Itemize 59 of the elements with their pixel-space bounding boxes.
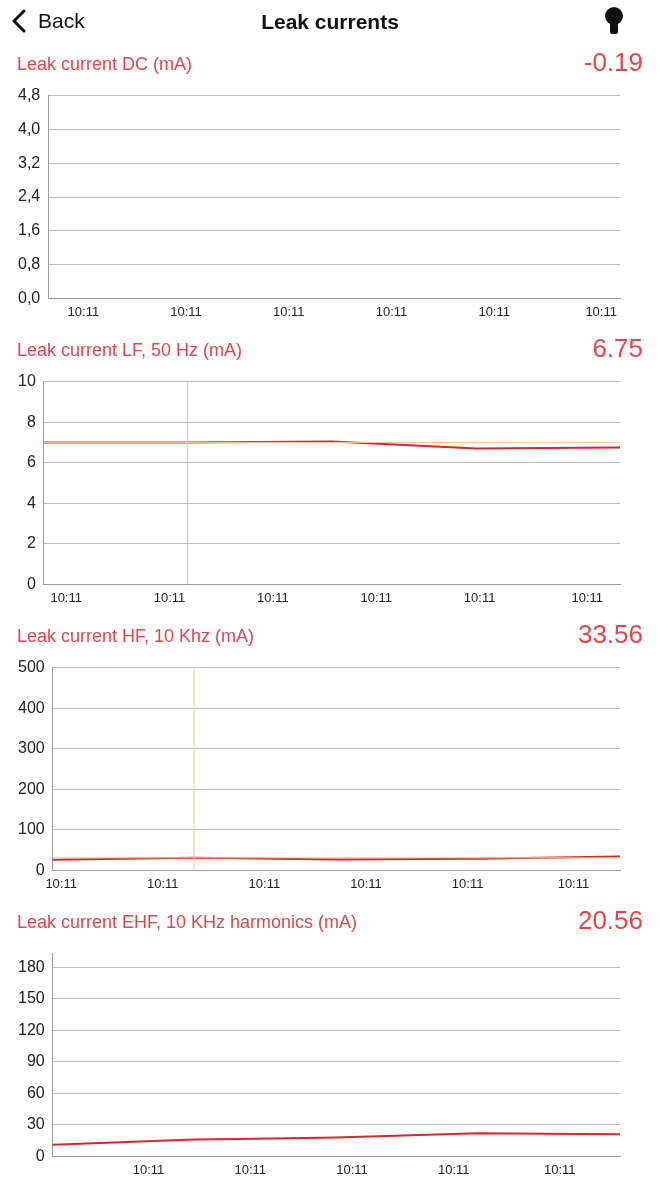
x-tick-label: 10:11	[336, 1161, 368, 1177]
x-tick-label: 10:11	[478, 303, 510, 319]
y-tick-label: 3,2	[17, 153, 41, 171]
x-tick-label: 10:11	[350, 875, 382, 891]
x-tick-label: 10:11	[375, 303, 408, 319]
x-tick-label: 10:11	[585, 303, 617, 319]
text: Leak currents	[261, 10, 399, 33]
y-tick-label: 0	[26, 574, 36, 592]
text: 6.75	[592, 333, 643, 364]
y-tick-label: 300	[17, 739, 45, 757]
y-tick-label: 200	[17, 779, 45, 797]
x-tick-label: 10:11	[257, 589, 289, 605]
x-tick-label: 10:11	[153, 589, 186, 605]
x-tick-label: 10:11	[451, 875, 484, 891]
chart-title: Leak current LF, 50 Hz (mA)	[17, 340, 243, 361]
y-tick-label: 150	[17, 989, 45, 1007]
y-tick-label: 0	[35, 860, 45, 878]
y-tick-label: 90	[26, 1052, 45, 1070]
text: -0.19	[583, 47, 643, 78]
x-tick-label: 10:11	[544, 1161, 576, 1177]
x-tick-label: 10:11	[272, 303, 305, 319]
y-tick-label: 4,8	[17, 86, 41, 104]
chart-title: Leak current EHF, 10 KHz harmonics (mA)	[17, 912, 358, 933]
x-tick-label: 10:11	[50, 589, 82, 605]
x-tick-label: 10:11	[67, 303, 100, 319]
y-tick-label: 0	[35, 1146, 45, 1164]
x-tick-label: 10:11	[132, 1161, 165, 1177]
text: 20.56	[577, 905, 643, 936]
x-tick-label: 10:11	[45, 875, 77, 891]
chart-title: Leak current DC (mA)	[17, 54, 193, 75]
y-tick-label: 0,8	[17, 255, 41, 273]
y-tick-label: 6	[26, 453, 36, 471]
x-tick-label: 10:11	[248, 875, 281, 891]
y-tick-label: 4	[26, 493, 36, 511]
y-tick-label: 500	[17, 658, 45, 676]
x-tick-label: 10:11	[438, 1161, 470, 1177]
y-tick-label: 4,0	[17, 119, 41, 137]
x-tick-label: 10:11	[463, 589, 496, 605]
x-tick-label: 10:11	[146, 875, 179, 891]
text: 33.56	[577, 619, 643, 650]
y-tick-label: 10	[18, 372, 36, 390]
x-tick-label: 10:11	[170, 303, 202, 319]
x-tick-label: 10:11	[234, 1161, 267, 1177]
y-tick-label: 8	[26, 412, 36, 430]
y-tick-label: 2	[26, 534, 36, 552]
x-tick-label: 10:11	[571, 589, 604, 605]
y-tick-label: 100	[17, 820, 45, 838]
y-tick-label: 30	[26, 1115, 45, 1133]
y-tick-label: 120	[17, 1020, 45, 1038]
x-tick-label: 10:11	[557, 875, 590, 891]
y-tick-label: 180	[17, 957, 45, 975]
y-tick-label: 1,6	[17, 221, 41, 239]
text: Back	[38, 9, 85, 33]
y-tick-label: 0,0	[17, 288, 41, 306]
y-tick-label: 2,4	[17, 187, 41, 205]
x-tick-label: 10:11	[360, 589, 393, 605]
y-tick-label: 400	[17, 698, 45, 716]
chart-title: Leak current HF, 10 Khz (mA)	[17, 626, 255, 647]
y-tick-label: 60	[26, 1083, 45, 1101]
